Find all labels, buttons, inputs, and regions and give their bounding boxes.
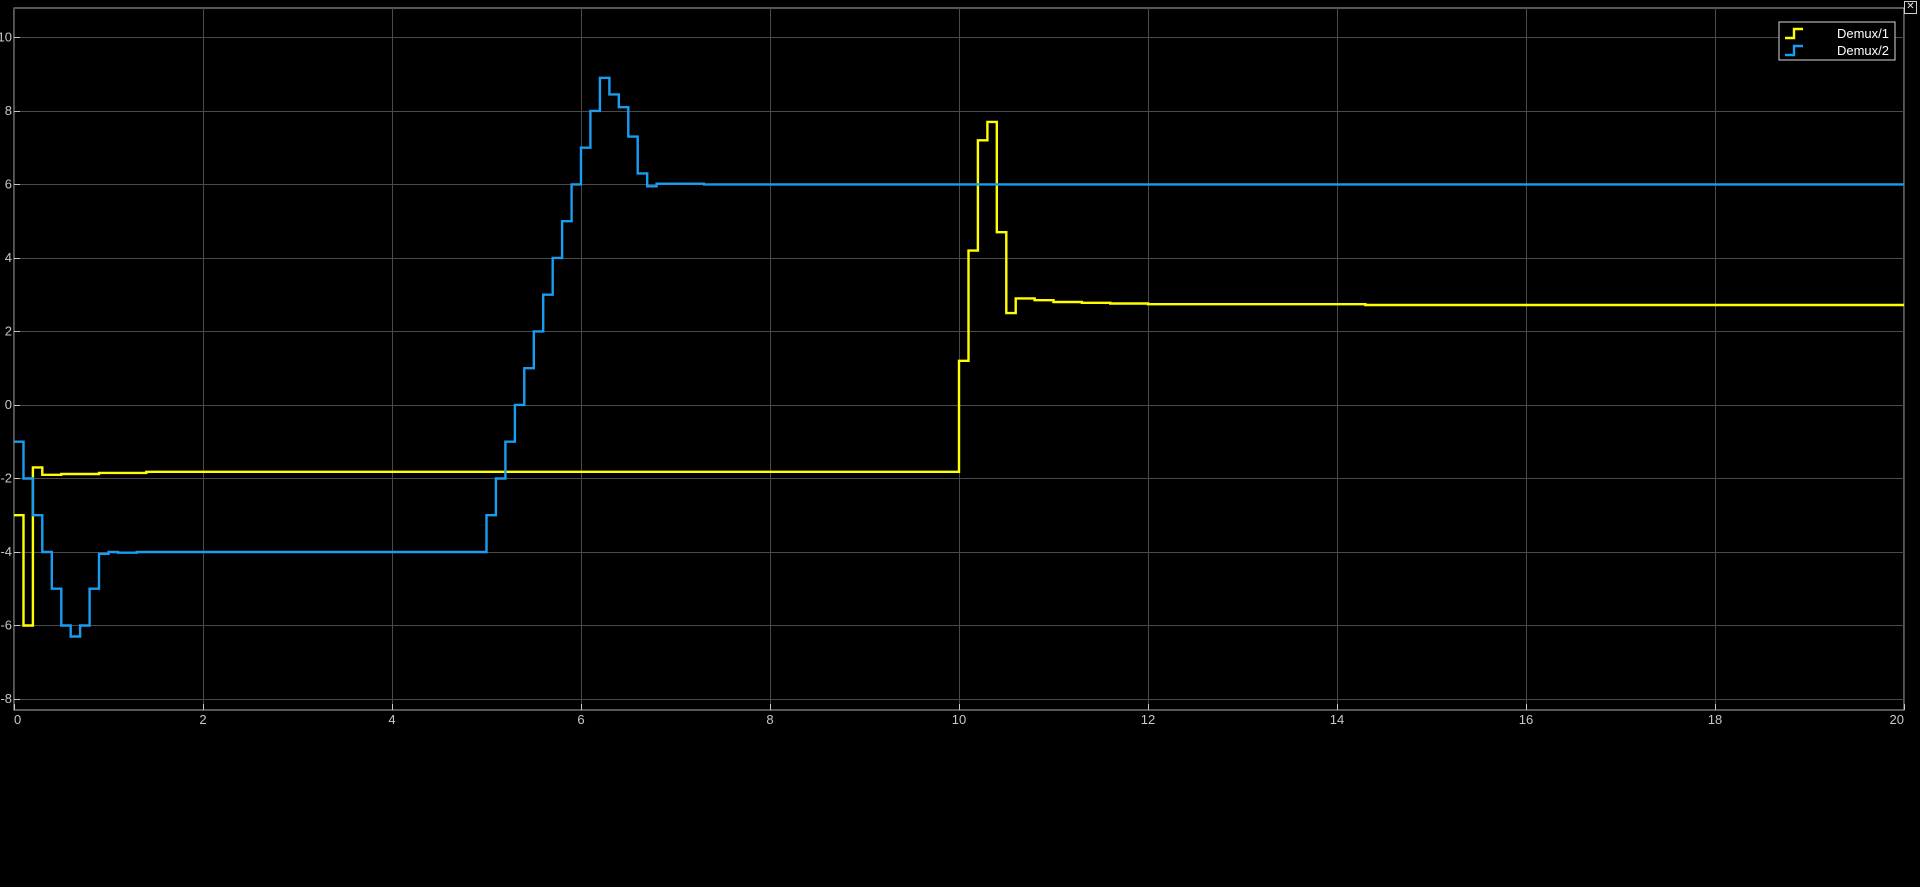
- y-tick-label: 6: [5, 176, 12, 191]
- y-tick-label: -6: [0, 617, 12, 632]
- x-tick-label: 0: [14, 712, 21, 727]
- legend-label: Demux/2: [1837, 43, 1889, 58]
- y-tick-label: -2: [0, 470, 12, 485]
- x-tick-label: 10: [952, 712, 966, 727]
- y-tick-label: 2: [5, 323, 12, 338]
- x-tick-label: 8: [766, 712, 773, 727]
- x-tick-label: 14: [1330, 712, 1344, 727]
- series-line-demux-2: [14, 76, 1904, 638]
- series-layer: [14, 76, 1904, 638]
- legend-swatch: [1785, 27, 1803, 40]
- legend-label: Demux/1: [1837, 26, 1889, 41]
- y-tick-label: 8: [5, 103, 12, 118]
- y-tick-label: 10: [0, 29, 12, 44]
- legend-swatch: [1785, 44, 1803, 57]
- x-tick-label: 4: [388, 712, 395, 727]
- legend[interactable]: Demux/1 Demux/2: [1778, 21, 1896, 61]
- x-tick-label: 6: [577, 712, 584, 727]
- x-tick-label: 12: [1141, 712, 1155, 727]
- y-tick-label: 4: [5, 250, 12, 265]
- y-tick-label: -4: [0, 544, 12, 559]
- close-icon[interactable]: ✕: [1904, 1, 1917, 14]
- x-tick-label: 2: [199, 712, 206, 727]
- tick-labels: 0 2 4 6 8 10 12 14 16 18 20 -8 -6 -4 -2 0 2 4 6 8 10: [0, 29, 1905, 727]
- y-tick-label: 0: [5, 397, 12, 412]
- x-tick-label: 18: [1708, 712, 1722, 727]
- x-tick-label: 20: [1890, 712, 1904, 727]
- y-tick-label: -8: [0, 691, 12, 706]
- x-tick-label: 16: [1519, 712, 1533, 727]
- series-line-demux-1: [14, 120, 1904, 627]
